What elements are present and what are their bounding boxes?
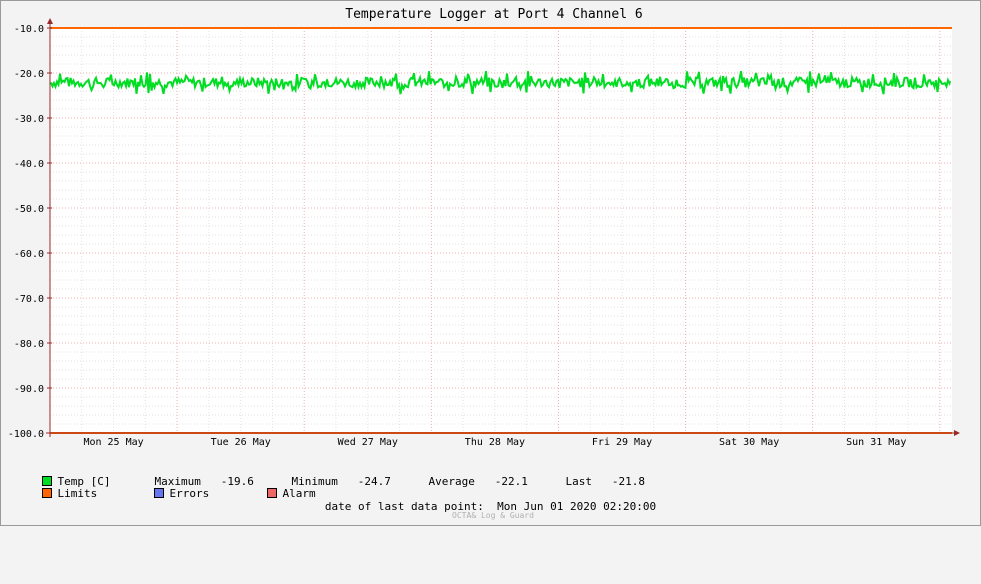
temp-swatch [41,476,52,486]
watermark: OCTA& Log & Guard [452,511,534,520]
limits-swatch [41,488,52,498]
grid-minor [50,28,952,433]
legend-alarm-label: Alarm [282,487,316,500]
alarm-swatch [266,488,277,498]
y-tick-label: -100.0 [8,429,44,440]
y-tick-label: -90.0 [14,384,44,395]
y-tick-label: -20.0 [14,69,44,80]
stat-minimum-label: Minimum [291,475,338,488]
last-data-point-value: Mon Jun 01 2020 02:20:00 [497,500,657,513]
chart: -10.0 -20.0 -30.0 -40.0 -50.0 -60.0 -70.0 -80.0… [8,7,960,448]
y-tick-label: -70.0 [14,294,44,305]
legend-alarm: Alarm [240,476,316,512]
x-tick-label: Thu 28 May [465,437,525,448]
stat-maximum-label: Maximum [154,475,201,488]
x-axis-arrow [954,430,960,436]
y-tick-label: -50.0 [14,204,44,215]
stat-average-label: Average [428,475,475,488]
y-tick-label: -80.0 [14,339,44,350]
chart-title: Temperature Logger at Port 4 Channel 6 [345,7,642,22]
y-tick-label: -40.0 [14,159,44,170]
x-tick-label: Sun 31 May [846,437,906,448]
stat-last-value: -21.8 [611,475,645,488]
stat-average: Average -22.1 [402,464,528,500]
stat-maximum-value: -19.6 [220,475,254,488]
y-tick-label: -10.0 [14,24,44,35]
x-tick-label: Fri 29 May [592,437,652,448]
legend-limits: Limits [15,476,97,512]
y-axis-labels: -10.0 -20.0 -30.0 -40.0 -50.0 -60.0 -70.0 -80.0… [8,24,44,440]
legend-temp-label: Temp [C] [57,475,111,488]
y-axis-arrow [47,18,53,24]
stat-minimum-value: -24.7 [357,475,391,488]
errors-swatch [153,488,164,498]
last-data-point: date of last data point: Mon Jun 01 2020… [0,500,981,513]
legend-errors-label: Errors [169,487,210,500]
x-axis-labels: Mon 25 May Tue 26 May Wed 27 May Thu 28 May… [83,437,906,448]
legend-errors: Errors [127,476,209,512]
stat-last-label: Last [565,475,593,488]
legend-limits-label: Limits [57,487,98,500]
last-data-point-label: date of last data point: [324,500,484,513]
x-tick-label: Mon 25 May [83,437,143,448]
stat-last: Last -21.8 [539,464,646,500]
x-tick-label: Sat 30 May [719,437,779,448]
y-tick-label: -60.0 [14,249,44,260]
series-temp [50,71,951,96]
temp-series-line [50,71,951,96]
stat-maximum: Maximum -19.6 [128,464,254,500]
legend-temp: Temp [C] [15,464,110,500]
x-tick-label: Tue 26 May [211,437,271,448]
axes [46,18,960,437]
legend: Temp [C] Maximum -19.6 Minimum -24.7 Ave… [15,464,975,500]
y-tick-label: -30.0 [14,114,44,125]
plot-area [50,28,952,433]
stat-average-value: -22.1 [494,475,528,488]
x-tick-label: Wed 27 May [338,437,398,448]
stat-minimum: Minimum -24.7 [265,464,391,500]
